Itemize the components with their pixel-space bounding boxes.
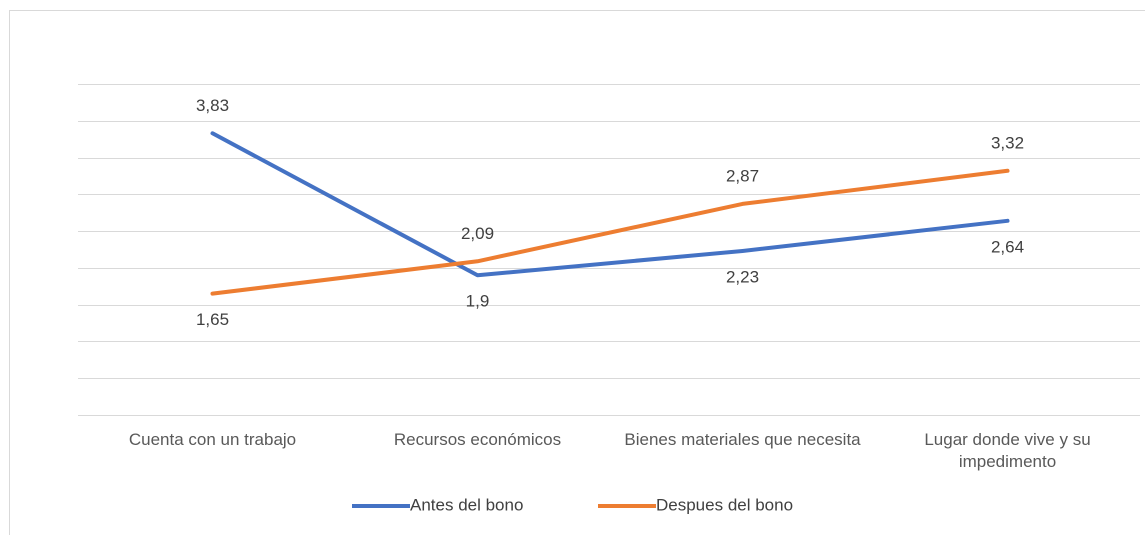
data-label: 3,32 [991,133,1024,152]
data-label: 1,9 [466,292,490,311]
data-label: 1,65 [196,310,229,329]
data-label: 2,64 [991,237,1024,256]
x-tick-label: Cuenta con un trabajo [128,430,297,449]
data-label: 2,09 [461,224,494,243]
series-line [210,131,1010,278]
x-tick-label: Bienes materiales que necesita [624,430,861,449]
legend-label: Despues del bono [656,495,793,514]
legend-label: Antes del bono [410,495,523,514]
data-label: 2,87 [726,166,759,185]
chart-border [9,10,1145,535]
x-tick-label: Recursos económicos [393,430,562,449]
data-label: 3,83 [196,96,229,115]
x-tick-label: Lugar donde vive y su impedimento [924,430,1091,471]
series-line [210,168,1010,296]
data-label: 2,23 [726,267,759,286]
